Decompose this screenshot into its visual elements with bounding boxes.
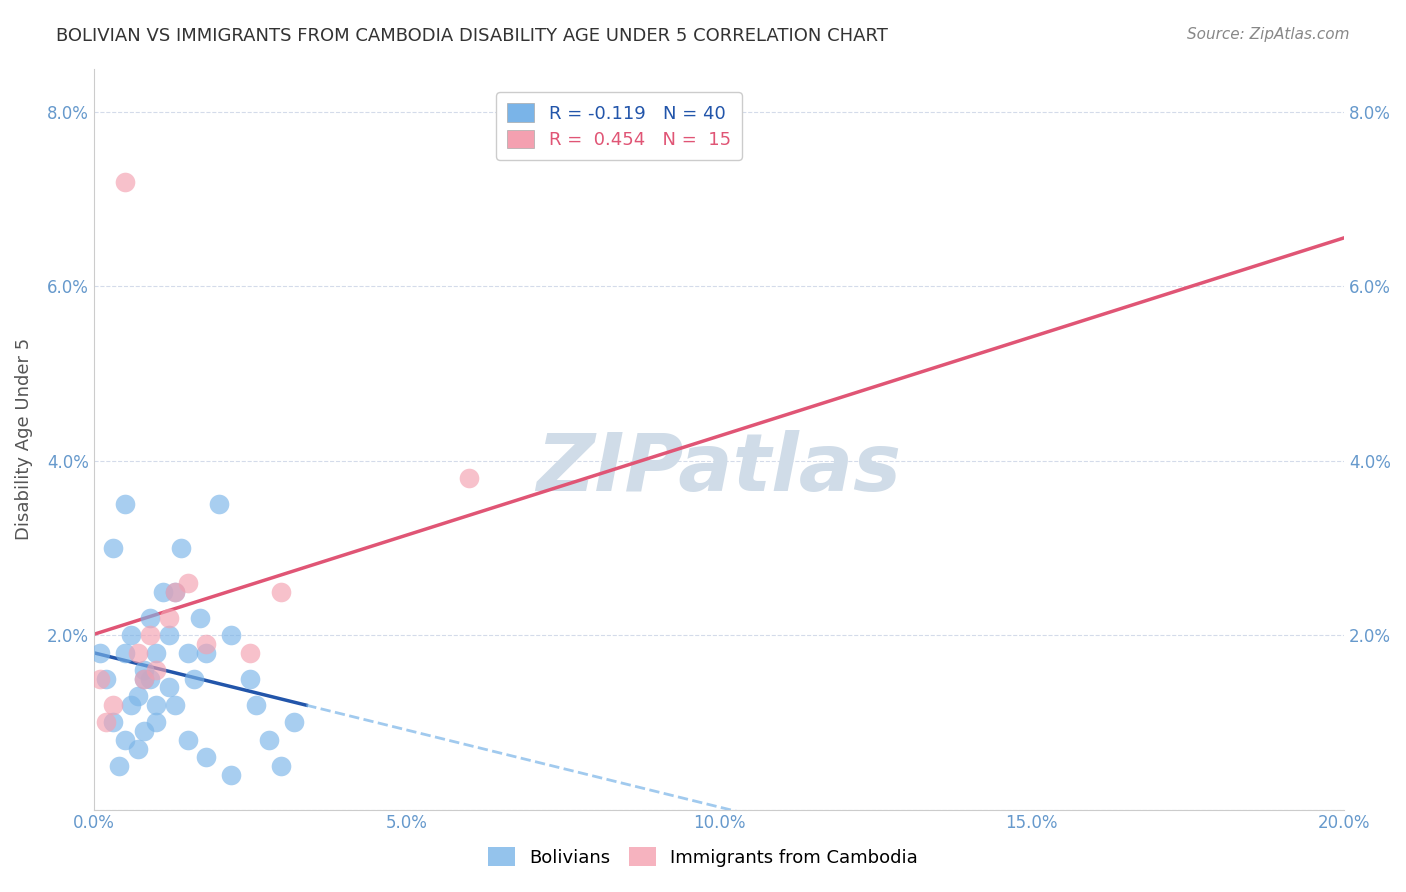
Legend: Bolivians, Immigrants from Cambodia: Bolivians, Immigrants from Cambodia (481, 840, 925, 874)
Point (114, 646, 136, 660)
Point (120, 628, 142, 642)
Point (132, 672, 155, 686)
Point (107, 759, 129, 773)
Point (96, 672, 118, 686)
Point (132, 663, 155, 677)
Point (114, 497, 136, 511)
Point (239, 672, 262, 686)
Point (195, 750, 218, 764)
Point (157, 628, 180, 642)
Point (96, 715, 118, 730)
Point (145, 646, 167, 660)
Point (170, 541, 193, 555)
Point (188, 611, 211, 625)
Point (127, 690, 149, 704)
Point (257, 732, 280, 747)
Point (157, 681, 180, 695)
Point (283, 715, 305, 730)
Point (183, 672, 205, 686)
Point (195, 637, 218, 651)
Point (114, 732, 136, 747)
Point (457, 471, 479, 485)
Text: ZIPatlas: ZIPatlas (537, 430, 901, 508)
Point (89, 646, 111, 660)
Point (208, 497, 231, 511)
Point (101, 541, 124, 555)
Point (145, 663, 167, 677)
Point (239, 646, 262, 660)
Point (127, 646, 149, 660)
Y-axis label: Disability Age Under 5: Disability Age Under 5 (15, 338, 32, 541)
Point (120, 698, 142, 712)
Point (270, 759, 292, 773)
Point (145, 698, 167, 712)
Point (163, 584, 186, 599)
Point (132, 724, 155, 739)
Point (101, 715, 124, 730)
Point (152, 584, 174, 599)
Point (270, 584, 292, 599)
Point (139, 672, 162, 686)
Point (114, 175, 136, 189)
Point (221, 767, 243, 781)
Point (101, 698, 124, 712)
Point (163, 584, 186, 599)
Point (139, 611, 162, 625)
Point (176, 646, 198, 660)
Text: BOLIVIAN VS IMMIGRANTS FROM CAMBODIA DISABILITY AGE UNDER 5 CORRELATION CHART: BOLIVIAN VS IMMIGRANTS FROM CAMBODIA DIS… (56, 27, 889, 45)
Text: Source: ZipAtlas.com: Source: ZipAtlas.com (1187, 27, 1350, 42)
Point (139, 628, 162, 642)
Point (195, 646, 218, 660)
Point (145, 715, 167, 730)
Point (132, 672, 155, 686)
Point (245, 698, 267, 712)
Point (163, 698, 186, 712)
Point (176, 575, 198, 590)
Point (221, 628, 243, 642)
Point (127, 741, 149, 756)
Point (157, 611, 180, 625)
Point (176, 732, 198, 747)
Legend: R = -0.119   N = 40, R =  0.454   N =  15: R = -0.119 N = 40, R = 0.454 N = 15 (496, 93, 741, 160)
Point (89, 672, 111, 686)
